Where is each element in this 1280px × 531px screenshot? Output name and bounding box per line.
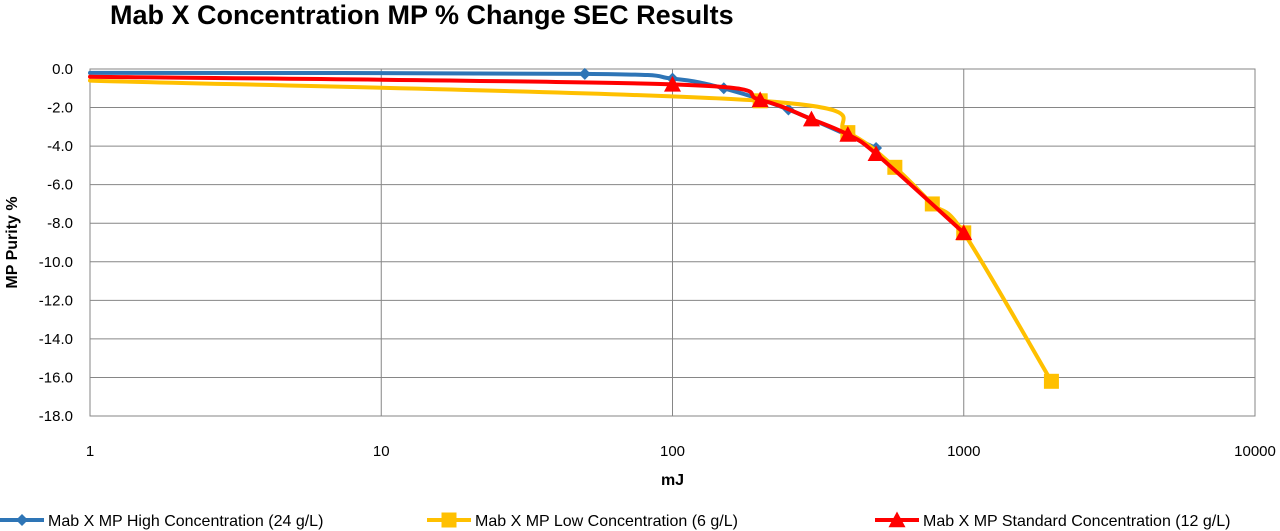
axis-layer: 0.0 -2.0 -4.0 -6.0 -8.0 -10.0 -12.0 -14.0 -16.0 -… [4,61,1276,489]
series-triangle [88,74,973,241]
series-line [88,74,966,235]
legend-marker [888,511,906,528]
data-point [839,126,857,142]
y-tick-label: -8.0 [47,215,73,232]
x-tick-label: 10000 [1234,443,1276,460]
data-point [955,224,973,241]
y-tick-label: -6.0 [47,177,73,194]
y-tick-label: -18.0 [39,408,73,425]
y-tick-label: -10.0 [39,254,73,271]
legend-label: Mab X MP Standard Concentration (12 g/L) [923,513,1230,530]
x-tick-label: 10 [373,443,390,460]
x-axis-title: mJ [661,472,684,489]
y-tick-label: -14.0 [39,331,73,348]
series-square [88,78,1059,389]
legend-marker [16,514,28,526]
x-tick-label: 1 [86,443,94,460]
data-point [802,110,820,127]
data-point [664,75,681,92]
legend-label: Mab X MP Low Concentration (6 g/L) [475,513,738,530]
grid-layer [89,68,1256,417]
data-point [1043,373,1059,389]
series-line [88,78,1054,384]
data-point [751,91,769,108]
legend-entry: Mab X MP High Concentration (24 g/L) [0,513,323,530]
legend-entry: Mab X MP Low Concentration (6 g/L) [427,512,738,530]
chart-title: Mab X Concentration MP % Change SEC Resu… [110,0,734,30]
data-point [578,67,591,80]
x-tick-label: 1000 [947,443,980,460]
x-tick-label: 100 [660,443,685,460]
y-tick-label: -12.0 [39,292,73,309]
legend-label: Mab X MP High Concentration (24 g/L) [48,513,323,530]
series-layer [88,67,1059,389]
legend-entry: Mab X MP Standard Concentration (12 g/L) [875,511,1230,530]
y-tick-label: 0.0 [52,61,73,78]
data-point [867,145,885,162]
y-tick-label: -4.0 [47,138,73,155]
legend-layer: Mab X MP High Concentration (24 g/L) Mab … [0,511,1230,530]
y-tick-label: -2.0 [47,100,73,117]
legend-marker [441,512,457,528]
y-tick-label: -16.0 [39,369,73,386]
y-axis-title: MP Purity % [4,196,21,288]
